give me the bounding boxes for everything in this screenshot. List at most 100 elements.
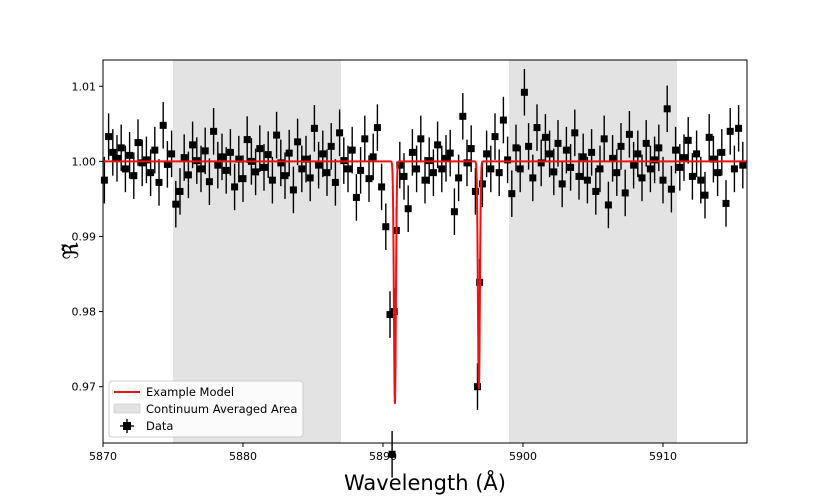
data-point xyxy=(210,108,218,155)
data-point xyxy=(625,111,633,158)
data-point xyxy=(306,154,314,202)
y-ticks: 0.97 0.98 0.99 1.00 1.01 xyxy=(72,80,103,394)
data-marker xyxy=(588,148,596,156)
data-marker xyxy=(625,130,633,138)
data-point xyxy=(697,156,705,204)
data-point xyxy=(450,188,458,235)
data-point xyxy=(676,144,684,191)
model-layer xyxy=(102,160,748,405)
data-point xyxy=(336,109,344,157)
shaded-region-1 xyxy=(509,60,677,443)
data-point xyxy=(672,126,680,174)
data-point xyxy=(667,165,675,213)
data-point xyxy=(348,126,356,174)
data-marker xyxy=(168,150,176,158)
data-marker xyxy=(533,124,541,132)
data-marker xyxy=(709,155,717,163)
data-point xyxy=(659,156,667,204)
data-point xyxy=(701,171,709,219)
data-marker xyxy=(718,148,726,156)
data-point xyxy=(491,113,499,160)
data-point xyxy=(541,114,549,161)
data-point xyxy=(235,135,243,183)
data-marker xyxy=(525,142,533,150)
data-marker xyxy=(697,176,705,184)
data-marker xyxy=(172,200,180,208)
data-marker xyxy=(298,165,306,173)
legend-box xyxy=(108,380,304,438)
data-marker xyxy=(256,145,264,153)
data-point xyxy=(471,168,479,215)
data-point xyxy=(446,129,454,177)
data-point xyxy=(176,168,184,215)
data-point xyxy=(113,135,121,182)
data-marker xyxy=(113,154,121,162)
data-marker xyxy=(541,133,549,141)
data-marker xyxy=(243,136,251,144)
data-marker xyxy=(105,133,113,141)
data-point xyxy=(105,113,113,160)
data-marker xyxy=(197,165,205,173)
data-point xyxy=(516,145,524,193)
data-point xyxy=(730,145,738,193)
data-point xyxy=(147,149,155,196)
data-point xyxy=(567,144,575,191)
data-marker xyxy=(130,172,138,180)
data-point xyxy=(331,159,339,206)
data-marker xyxy=(331,178,339,186)
data-point xyxy=(735,105,743,152)
data-point xyxy=(583,156,591,204)
data-marker xyxy=(529,174,537,182)
data-point xyxy=(421,156,429,204)
data-marker xyxy=(273,131,281,139)
data-marker xyxy=(417,135,425,143)
data-marker xyxy=(277,159,285,167)
data-marker xyxy=(285,149,293,157)
data-point xyxy=(256,125,264,172)
data-point xyxy=(693,130,701,178)
data-marker xyxy=(100,176,108,184)
data-marker xyxy=(455,174,463,182)
data-point xyxy=(214,141,222,189)
y-tick-label: 0.97 xyxy=(72,381,97,394)
plot-frame xyxy=(102,59,748,444)
data-point xyxy=(373,104,381,151)
data-marker xyxy=(722,199,730,207)
data-marker xyxy=(226,148,234,156)
data-point xyxy=(520,69,528,116)
data-marker xyxy=(434,141,442,149)
data-point xyxy=(533,104,541,151)
data-marker xyxy=(487,165,495,173)
data-point xyxy=(315,141,323,189)
data-point xyxy=(562,126,570,174)
data-marker xyxy=(201,147,209,155)
data-marker xyxy=(463,159,471,167)
data-marker xyxy=(189,141,197,149)
data-marker xyxy=(396,161,404,169)
data-marker xyxy=(155,178,163,186)
data-point xyxy=(378,163,386,211)
y-tick-label: 1.00 xyxy=(72,155,97,168)
data-marker xyxy=(459,112,467,120)
data-marker xyxy=(646,165,654,173)
data-point xyxy=(718,129,726,176)
data-point xyxy=(252,148,260,196)
data-point xyxy=(285,129,293,177)
data-marker xyxy=(474,383,481,391)
data-point xyxy=(159,102,167,149)
data-marker xyxy=(252,168,260,176)
data-point xyxy=(352,174,360,221)
data-marker xyxy=(714,169,722,177)
data-marker xyxy=(567,163,575,171)
data-point xyxy=(474,363,481,410)
data-point xyxy=(172,180,180,228)
data-marker xyxy=(688,172,696,180)
data-point xyxy=(688,153,696,200)
legend-data-swatch xyxy=(120,419,134,433)
data-marker xyxy=(361,135,369,143)
data-point xyxy=(600,115,608,163)
x-tick-label: 5910 xyxy=(649,450,677,463)
data-marker xyxy=(400,172,408,180)
data-point xyxy=(638,154,646,202)
legend-data-label: Data xyxy=(146,419,173,433)
